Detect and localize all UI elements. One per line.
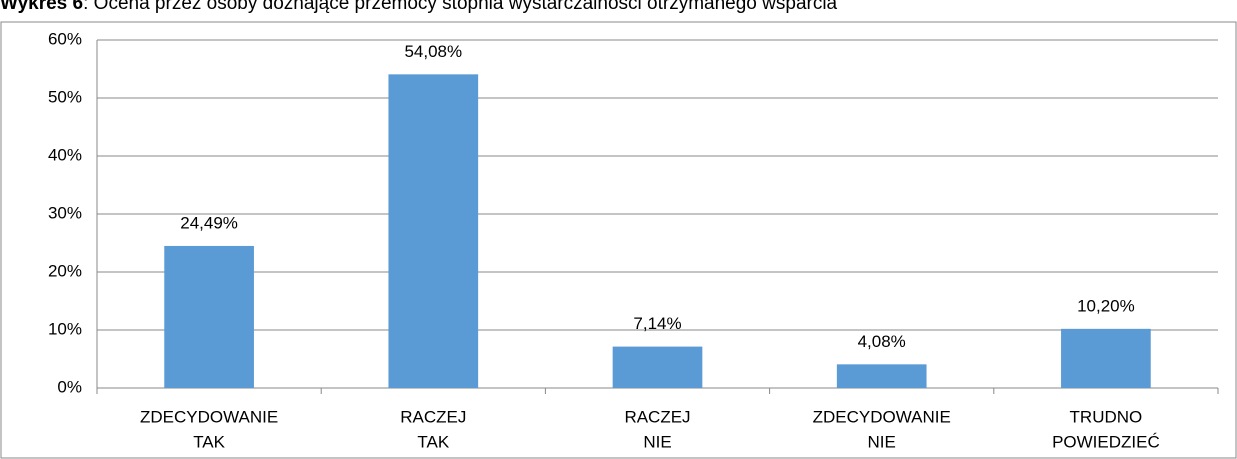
chart-border	[0, 21, 1237, 459]
y-tick-label: 50%	[48, 87, 82, 106]
x-tick-label: TAK	[193, 432, 225, 451]
y-tick-label: 10%	[48, 319, 82, 338]
x-tick-label: NIE	[643, 432, 671, 451]
data-label: 10,20%	[1077, 296, 1135, 315]
title-text: : Ocena przez osoby doznające przemocy s…	[83, 0, 837, 14]
x-tick-label: TRUDNO	[1070, 407, 1143, 426]
data-label: 4,08%	[858, 332, 906, 351]
bar	[388, 74, 479, 388]
x-tick-label: POWIEDZIEĆ	[1052, 432, 1160, 451]
x-tick-label: NIE	[868, 432, 896, 451]
title-bold: Wykres 6	[0, 0, 83, 14]
data-label: 24,49%	[180, 213, 238, 232]
bar	[836, 364, 927, 388]
y-tick-label: 40%	[48, 145, 82, 164]
data-label: 54,08%	[404, 42, 462, 61]
chart-title: Wykres 6: Ocena przez osoby doznające pr…	[0, 0, 838, 14]
x-tick-label: TAK	[417, 432, 449, 451]
bar	[612, 346, 703, 388]
bar	[164, 245, 254, 388]
y-tick-label: 0%	[57, 377, 82, 396]
y-tick-label: 30%	[48, 203, 82, 222]
bar	[1061, 328, 1151, 388]
x-tick-label: RACZEJ	[624, 407, 690, 426]
y-tick-label: 60%	[48, 29, 82, 48]
data-label: 7,14%	[633, 314, 681, 333]
x-tick-label: ZDECYDOWANIE	[813, 407, 951, 426]
y-tick-label: 20%	[48, 261, 82, 280]
x-tick-label: ZDECYDOWANIE	[140, 407, 278, 426]
x-tick-label: RACZEJ	[400, 407, 466, 426]
